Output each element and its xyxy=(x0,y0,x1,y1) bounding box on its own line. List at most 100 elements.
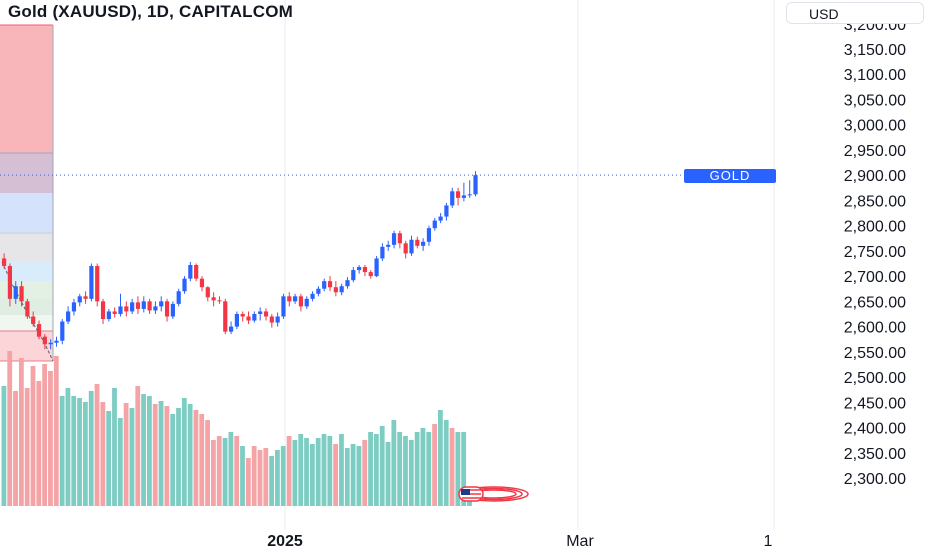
price-tag: GOLD xyxy=(684,168,776,183)
us-flag-event-icon[interactable] xyxy=(458,486,529,502)
candle xyxy=(293,293,298,304)
volume-bar xyxy=(158,401,164,506)
candle xyxy=(368,270,373,279)
candle xyxy=(164,298,170,322)
volume-bar xyxy=(426,432,432,506)
candle xyxy=(71,298,77,316)
volume-bar xyxy=(275,450,280,506)
candle xyxy=(467,180,472,198)
candle xyxy=(89,263,94,302)
volume-bar xyxy=(7,351,13,506)
candles xyxy=(2,171,478,350)
candle xyxy=(310,291,315,302)
x-tick-label: 1 xyxy=(764,533,773,550)
volume-bar xyxy=(187,404,193,506)
volume-bar xyxy=(1,386,7,506)
volume-bar xyxy=(129,408,135,506)
candle xyxy=(240,311,245,322)
candle xyxy=(380,243,385,261)
candle xyxy=(386,240,391,251)
price-scale[interactable] xyxy=(776,0,932,550)
candle xyxy=(182,276,187,294)
volume-bar xyxy=(181,398,187,506)
y-axis-labels: 3,200.003,150.003,100.003,050.003,000.00… xyxy=(844,17,906,488)
y-tick-label: 2,350.00 xyxy=(844,446,906,463)
chart-title: Gold (XAUUSD), 1D, CAPITALCOM xyxy=(8,2,294,21)
candle xyxy=(176,288,181,307)
candle xyxy=(77,293,82,307)
currency-selector[interactable]: USD xyxy=(786,2,924,24)
volume-bar xyxy=(135,386,141,506)
candle xyxy=(31,311,36,327)
y-tick-label: 2,550.00 xyxy=(844,345,906,362)
volume-bar xyxy=(379,426,385,506)
candle xyxy=(461,182,466,202)
y-tick-label: 2,600.00 xyxy=(844,320,906,337)
candle xyxy=(217,296,222,304)
volume-bar xyxy=(100,402,106,506)
volume-bar xyxy=(368,432,373,506)
candle xyxy=(258,307,263,321)
volume-bar xyxy=(356,446,362,506)
volume-bar xyxy=(141,394,146,506)
candle xyxy=(316,286,321,297)
candle xyxy=(421,238,426,251)
volume-bar xyxy=(88,391,94,506)
volume-bar xyxy=(309,444,315,506)
volume-bar xyxy=(240,446,245,506)
volume-bar xyxy=(234,436,240,506)
candle xyxy=(339,283,344,296)
y-tick-label: 2,700.00 xyxy=(844,269,906,286)
trend-line xyxy=(1,261,54,362)
candle xyxy=(83,291,88,304)
candle xyxy=(42,334,47,350)
volume-bar xyxy=(362,440,368,506)
volume-bar xyxy=(385,442,391,506)
volume-bar xyxy=(438,410,443,506)
zone-box-gray xyxy=(0,233,53,261)
candle xyxy=(281,293,286,320)
volume-bar xyxy=(344,448,350,506)
candle xyxy=(60,319,65,345)
volume-bar xyxy=(257,450,263,506)
candle xyxy=(298,293,304,312)
volume-bar xyxy=(455,432,461,506)
candle xyxy=(25,298,30,320)
candle xyxy=(100,298,106,325)
volume-bar xyxy=(414,432,420,506)
candle xyxy=(473,171,478,197)
candle xyxy=(322,278,327,292)
candle xyxy=(147,298,152,314)
candle xyxy=(19,281,24,307)
volume-bar xyxy=(152,404,158,506)
zone-box-mauve xyxy=(0,153,53,193)
candle xyxy=(95,263,100,307)
candle xyxy=(7,263,13,307)
volume-bar xyxy=(77,398,82,506)
volume-bar xyxy=(211,440,216,506)
volume-bar xyxy=(292,440,298,506)
volume-bar xyxy=(147,396,152,506)
candle xyxy=(351,267,356,283)
volume-bar xyxy=(164,406,170,506)
candle xyxy=(391,230,397,249)
y-tick-label: 2,850.00 xyxy=(844,193,906,210)
candle xyxy=(141,296,146,313)
volume-bar xyxy=(71,396,77,506)
volume-bar xyxy=(443,420,449,506)
volume-bar xyxy=(228,432,234,506)
zone-box-lightblue xyxy=(0,261,53,281)
candle xyxy=(444,202,449,221)
volume-bar xyxy=(373,434,379,506)
candle xyxy=(287,292,292,307)
candle xyxy=(223,298,228,335)
candle xyxy=(374,255,379,278)
volume-bar xyxy=(117,418,123,506)
volume-bar xyxy=(65,388,71,506)
volume-bar xyxy=(176,408,181,506)
volume-bar xyxy=(333,444,339,506)
volume-bar xyxy=(18,358,24,506)
volume-bar xyxy=(251,446,257,506)
